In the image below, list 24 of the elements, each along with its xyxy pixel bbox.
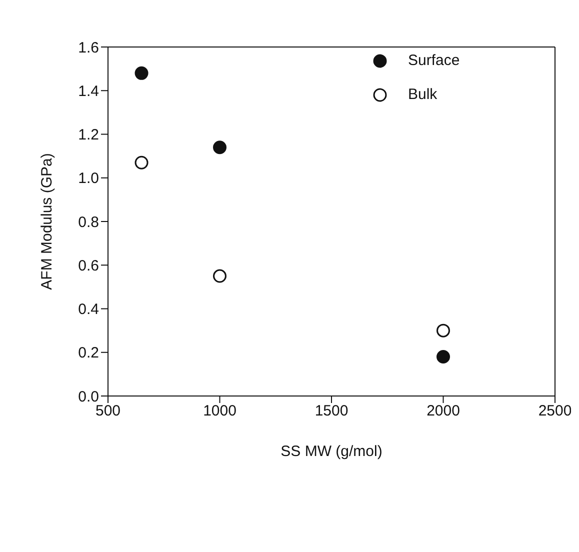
- point: [213, 140, 226, 154]
- x-tick-label: 2500: [538, 402, 572, 420]
- legend-label: Surface: [408, 51, 460, 71]
- y-tick-label: 0.8: [78, 214, 99, 231]
- y-tick-label: 0.0: [78, 388, 99, 406]
- y-axis-title: AFM Modulus (GPa): [38, 153, 56, 290]
- point: [134, 156, 148, 170]
- x-axis-title: SS MW (g/mol): [280, 443, 382, 460]
- x-tick-label: 2000: [426, 402, 460, 420]
- x-tick-label: 1500: [314, 402, 348, 420]
- point: [436, 324, 450, 338]
- y-tick-label: 1.2: [78, 126, 99, 144]
- y-tick-label: 1.4: [78, 82, 99, 100]
- point: [213, 269, 226, 283]
- y-tick-label: 0.2: [78, 344, 99, 362]
- x-tick-label: 1000: [203, 402, 236, 420]
- y-tick-label: 1.0: [78, 170, 99, 188]
- y-tick-label: 0.6: [78, 257, 99, 274]
- point: [436, 350, 450, 364]
- legend-label: Bulk: [408, 85, 438, 105]
- point: [134, 66, 148, 80]
- y-tick-label: 0.4: [78, 301, 99, 318]
- x-tick-label: 500: [95, 402, 121, 420]
- y-tick-label: 1.6: [78, 39, 99, 56]
